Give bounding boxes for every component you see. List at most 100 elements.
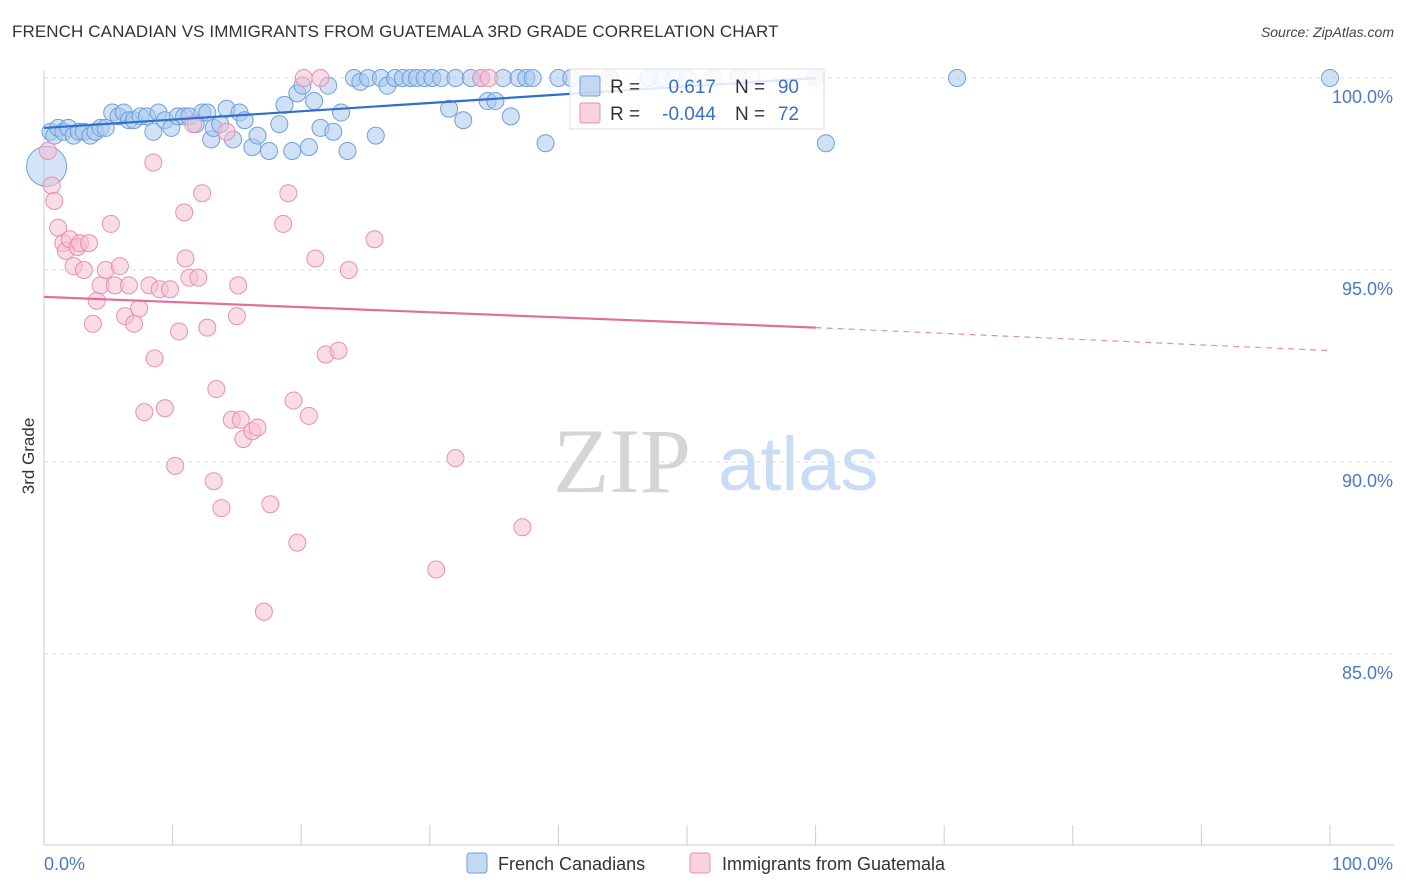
- point-immigrants-guatemala-55: [288, 533, 307, 552]
- legend-r-label-2: R =: [610, 104, 640, 125]
- point-immigrants-guatemala-22: [130, 299, 149, 318]
- series-legend: French Canadians Immigrants from Guatema…: [466, 852, 946, 874]
- correlation-legend: R = 0.617 N = 90 R = -0.044 N = 72: [569, 68, 825, 130]
- y-tick-label-3: 85.0%: [1342, 663, 1393, 683]
- point-immigrants-guatemala-16: [101, 214, 120, 233]
- axes: [43, 70, 1394, 846]
- point-immigrants-guatemala-44: [227, 307, 246, 326]
- point-french-canadians-72: [501, 107, 520, 126]
- point-immigrants-guatemala-61: [329, 341, 348, 360]
- point-french-canadians-88: [948, 69, 967, 87]
- point-immigrants-guatemala-39: [204, 472, 223, 491]
- point-immigrants-guatemala-12: [83, 314, 102, 333]
- point-immigrants-guatemala-57: [299, 406, 318, 425]
- point-immigrants-guatemala-51: [261, 495, 280, 514]
- y-tick-label-1: 95.0%: [1342, 279, 1393, 299]
- trend-line-immigrants-guatemala: [43, 295, 816, 329]
- legend-n-value-1: 90: [778, 77, 799, 98]
- point-french-canadians-19: [144, 122, 163, 141]
- point-immigrants-guatemala-53: [279, 184, 298, 203]
- point-immigrants-guatemala-35: [184, 115, 203, 134]
- point-immigrants-guatemala-46: [231, 410, 250, 429]
- x-tick-label-max: 100.0%: [1332, 854, 1393, 874]
- y-axis-label: 3rd Grade: [19, 418, 38, 495]
- point-french-canadians-44: [299, 138, 318, 157]
- point-immigrants-guatemala-11: [80, 234, 99, 253]
- trend-extension-immigrants-guatemala: [815, 327, 1331, 352]
- legend-r-value-2: -0.044: [662, 104, 716, 125]
- point-french-canadians-64: [440, 99, 459, 118]
- point-immigrants-guatemala-32: [175, 203, 194, 222]
- point-immigrants-guatemala-10: [74, 261, 93, 279]
- point-immigrants-guatemala-28: [155, 399, 174, 418]
- point-immigrants-guatemala-56: [294, 69, 313, 87]
- point-french-canadians-87: [816, 134, 835, 153]
- point-immigrants-guatemala-30: [166, 456, 185, 475]
- legend-swatch-french-canadians: [466, 852, 488, 874]
- grid-lines: [44, 77, 1394, 655]
- x-tick-label-min: 0.0%: [44, 854, 85, 874]
- y-tick-label-0: 100.0%: [1332, 87, 1393, 107]
- legend-r-label-1: R =: [610, 77, 640, 98]
- series-immigrants-guatemala: [38, 69, 825, 621]
- point-immigrants-guatemala-31: [170, 322, 189, 341]
- legend-label-immigrants-guatemala: Immigrants from Guatemala: [722, 854, 946, 874]
- point-immigrants-guatemala-68: [513, 518, 532, 537]
- point-immigrants-guatemala-50: [254, 602, 273, 621]
- point-immigrants-guatemala-42: [217, 122, 236, 141]
- point-immigrants-guatemala-41: [212, 499, 231, 518]
- legend-swatch-blue: [579, 75, 601, 97]
- y-tick-label-2: 90.0%: [1342, 471, 1393, 491]
- point-immigrants-guatemala-67: [479, 69, 498, 87]
- legend-label-french-canadians: French Canadians: [498, 854, 645, 874]
- point-immigrants-guatemala-45: [229, 276, 248, 295]
- legend-r-value-1: 0.617: [668, 77, 716, 98]
- point-immigrants-guatemala-63: [365, 230, 384, 249]
- point-immigrants-guatemala-1: [42, 176, 61, 195]
- point-french-canadians-41: [283, 141, 302, 160]
- point-immigrants-guatemala-23: [135, 403, 154, 422]
- legend-swatch-pink: [579, 102, 601, 124]
- point-french-canadians-54: [366, 126, 385, 145]
- watermark: ZIP atlas: [553, 410, 879, 512]
- point-french-canadians-70: [486, 92, 505, 111]
- point-immigrants-guatemala-36: [189, 268, 208, 287]
- point-immigrants-guatemala-54: [284, 391, 303, 410]
- point-immigrants-guatemala-0: [38, 141, 57, 160]
- point-french-canadians-66: [454, 111, 473, 130]
- point-immigrants-guatemala-29: [161, 280, 180, 299]
- point-immigrants-guatemala-20: [119, 276, 138, 295]
- point-immigrants-guatemala-40: [207, 380, 226, 399]
- point-french-canadians-45: [305, 92, 324, 111]
- point-french-canadians-38: [260, 141, 279, 160]
- point-french-canadians-75: [523, 69, 542, 87]
- point-french-canadians-76: [536, 134, 555, 153]
- source-label: Source: ZipAtlas.com: [1260, 24, 1394, 40]
- point-immigrants-guatemala-26: [145, 349, 164, 368]
- point-french-canadians-48: [324, 122, 343, 141]
- point-immigrants-guatemala-38: [198, 318, 217, 337]
- point-immigrants-guatemala-58: [306, 249, 325, 268]
- chart-title: FRENCH CANADIAN VS IMMIGRANTS FROM GUATE…: [12, 22, 779, 41]
- point-immigrants-guatemala-18: [110, 257, 129, 276]
- point-immigrants-guatemala-2: [45, 191, 64, 210]
- point-immigrants-guatemala-52: [274, 214, 293, 233]
- point-french-canadians-89: [1321, 69, 1339, 87]
- point-french-canadians-65: [446, 69, 465, 87]
- legend-swatch-immigrants-guatemala: [689, 852, 711, 874]
- point-immigrants-guatemala-21: [125, 314, 144, 333]
- y-tick-labels: 100.0% 95.0% 90.0% 85.0%: [1332, 87, 1393, 683]
- point-immigrants-guatemala-33: [176, 249, 195, 268]
- point-immigrants-guatemala-59: [311, 69, 330, 87]
- legend-n-value-2: 72: [778, 104, 799, 125]
- point-immigrants-guatemala-62: [339, 261, 358, 279]
- point-french-canadians-50: [338, 141, 357, 160]
- point-immigrants-guatemala-37: [193, 184, 212, 203]
- point-french-canadians-37: [248, 126, 267, 145]
- legend-n-label-2: N =: [735, 104, 765, 125]
- point-french-canadians-49: [332, 103, 351, 122]
- legend-box: [569, 68, 825, 130]
- point-immigrants-guatemala-64: [427, 560, 446, 579]
- watermark-atlas: atlas: [718, 422, 879, 507]
